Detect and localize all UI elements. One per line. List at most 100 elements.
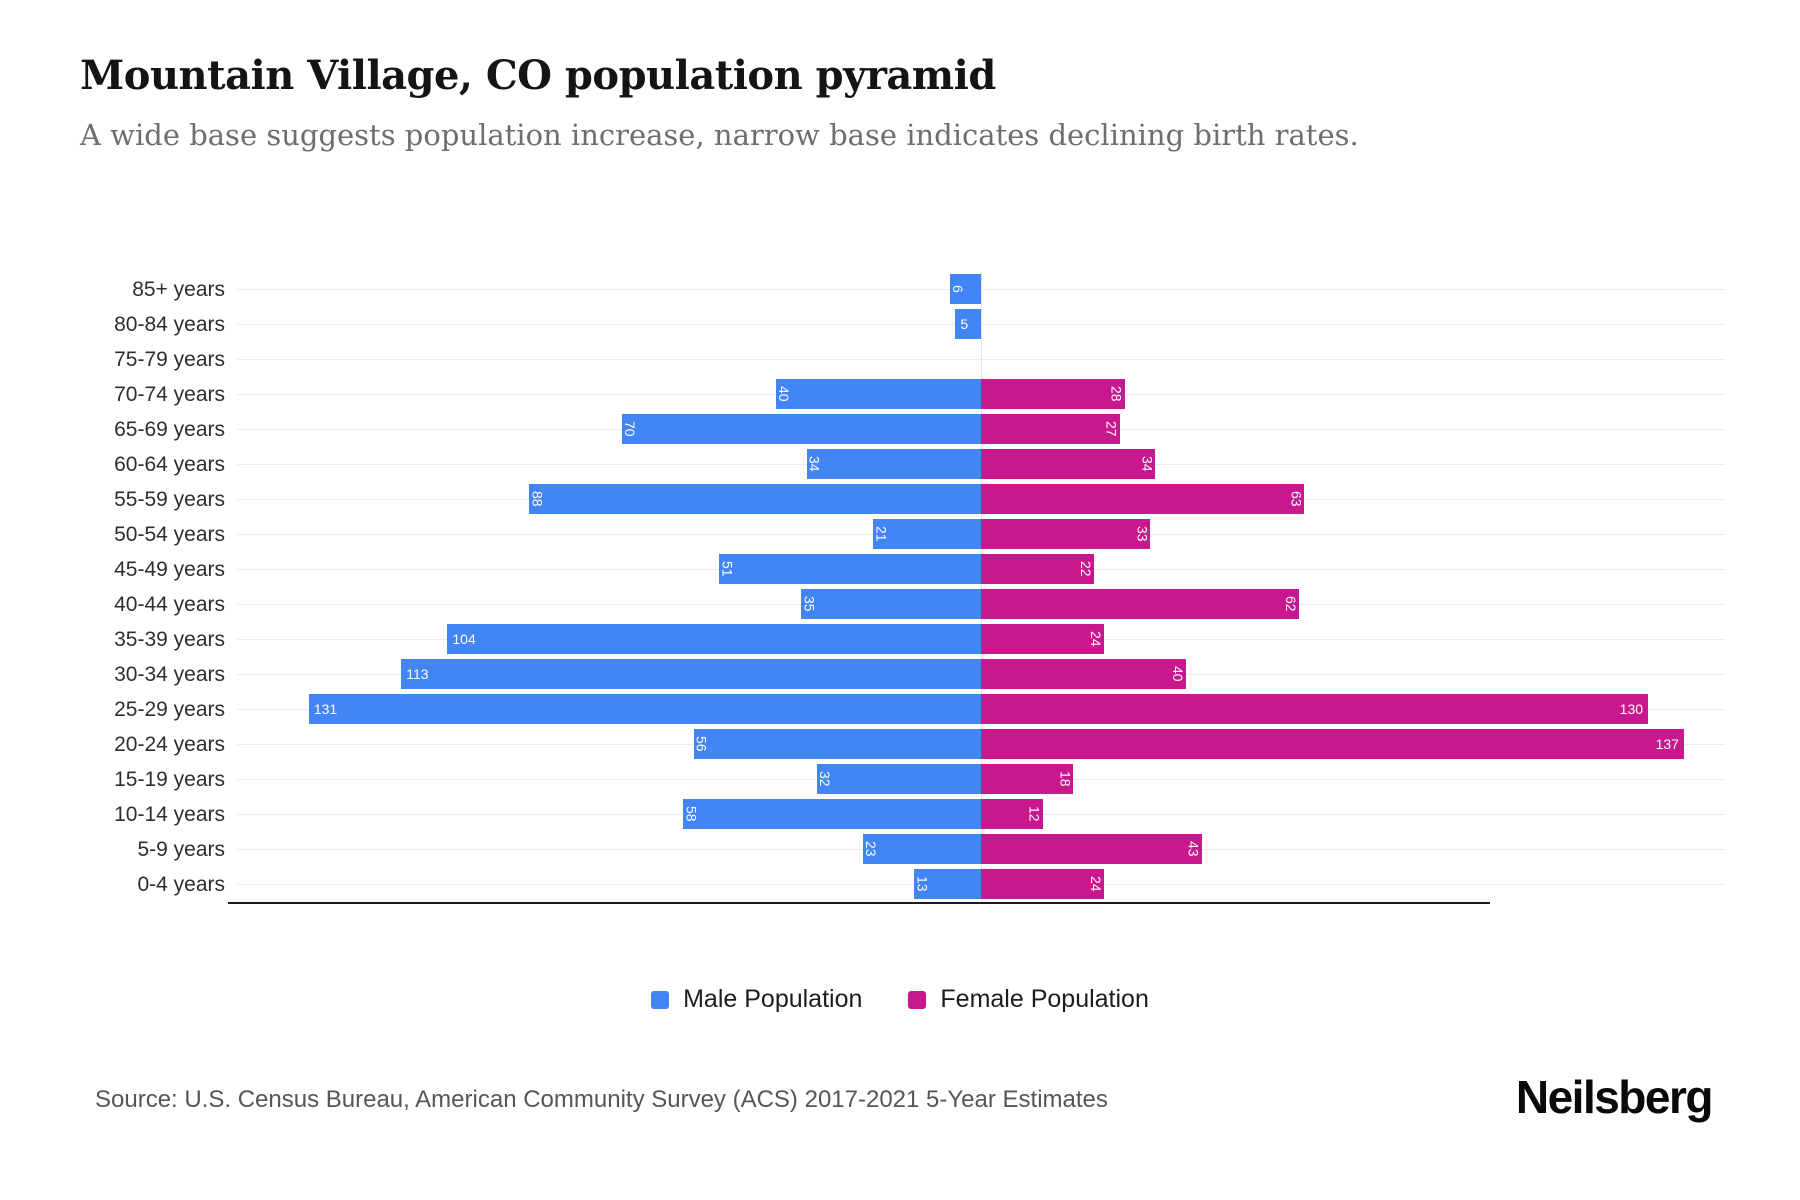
male-bar-value: 113	[406, 666, 429, 682]
legend: Male Population Female Population	[0, 985, 1800, 1014]
male-bar-value: 58	[683, 806, 700, 822]
male-bar-40-44-years[interactable]: 35	[801, 589, 981, 619]
male-bar-value: 40	[775, 386, 792, 402]
female-bar-value: 33	[1134, 526, 1151, 542]
male-bar-70-74-years[interactable]: 40	[775, 379, 981, 409]
female-legend-swatch	[908, 990, 927, 1009]
pyramid-row-40-44-years: 40-44 years 35 62	[80, 587, 1725, 622]
female-bar-value: 34	[1139, 456, 1156, 472]
male-bar-35-39-years[interactable]: 104	[447, 624, 981, 654]
male-bar-0-4-years[interactable]: 13	[914, 869, 981, 899]
center-axis-line	[981, 272, 982, 902]
female-half: 130	[981, 694, 1725, 724]
age-group-label: 60-64 years	[114, 453, 225, 476]
age-group-label: 5-9 years	[137, 838, 225, 861]
plot-area: 113 40	[237, 657, 1725, 692]
female-bar-value: 137	[1655, 736, 1679, 752]
male-half: 104	[237, 624, 981, 654]
female-bar-value: 18	[1057, 771, 1074, 787]
age-group-label: 55-59 years	[114, 488, 225, 511]
female-bar-value: 28	[1108, 386, 1125, 402]
female-bar-20-24-years[interactable]: 137	[981, 729, 1684, 759]
pyramid-row-55-59-years: 55-59 years 88 63	[80, 482, 1725, 517]
female-bar-15-19-years[interactable]: 18	[981, 764, 1074, 794]
age-group-label: 20-24 years	[114, 733, 225, 756]
male-legend-label: Male Population	[683, 985, 863, 1013]
male-bar-15-19-years[interactable]: 32	[816, 764, 981, 794]
female-bar-value: 22	[1077, 561, 1094, 577]
female-bar-25-29-years[interactable]: 130	[981, 694, 1649, 724]
neilsberg-logo[interactable]: Neilsberg	[1515, 1071, 1714, 1123]
female-bar-5-9-years[interactable]: 43	[981, 834, 1202, 864]
age-group-label: 70-74 years	[114, 383, 225, 406]
male-bar-30-34-years[interactable]: 113	[401, 659, 981, 689]
plot-area: 131 130	[237, 692, 1725, 727]
female-bar-45-49-years[interactable]: 22	[981, 554, 1094, 584]
age-group-label: 80-84 years	[114, 313, 225, 336]
female-bar-value: 130	[1619, 701, 1644, 717]
male-bar-60-64-years[interactable]: 34	[806, 449, 981, 479]
female-bar-value: 24	[1088, 631, 1105, 647]
female-bar-60-64-years[interactable]: 34	[981, 449, 1156, 479]
plot-area: 88 63	[237, 482, 1725, 517]
male-bar-85+-years[interactable]: 6	[950, 274, 981, 304]
plot-area: 34 34	[237, 447, 1725, 482]
plot-area: 58 12	[237, 797, 1725, 832]
female-bar-70-74-years[interactable]: 28	[981, 379, 1125, 409]
male-bar-value: 56	[693, 736, 710, 752]
male-bar-50-54-years[interactable]: 21	[873, 519, 981, 549]
male-bar-5-9-years[interactable]: 23	[863, 834, 981, 864]
female-bar-30-34-years[interactable]: 40	[981, 659, 1187, 689]
pyramid-row-20-24-years: 20-24 years 56 137	[80, 727, 1725, 762]
male-half: 56	[237, 729, 981, 759]
male-half: 6	[237, 274, 981, 304]
age-group-label: 45-49 years	[114, 558, 225, 581]
female-half: 24	[981, 624, 1725, 654]
male-bar-20-24-years[interactable]: 56	[693, 729, 981, 759]
male-bar-value: 104	[452, 631, 476, 647]
female-half: 12	[981, 799, 1725, 829]
pyramid-row-65-69-years: 65-69 years 70 27	[80, 412, 1725, 447]
female-half: 137	[981, 729, 1725, 759]
female-bar-50-54-years[interactable]: 33	[981, 519, 1151, 549]
page-title: Mountain Village, CO population pyramid	[80, 52, 996, 99]
pyramid-row-5-9-years: 5-9 years 23 43	[80, 832, 1725, 867]
female-half: 28	[981, 379, 1725, 409]
age-group-label: 65-69 years	[114, 418, 225, 441]
male-bar-65-69-years[interactable]: 70	[621, 414, 981, 444]
age-group-label: 25-29 years	[114, 698, 225, 721]
female-bar-10-14-years[interactable]: 12	[981, 799, 1043, 829]
pyramid-row-45-49-years: 45-49 years 51 22	[80, 552, 1725, 587]
pyramid-row-35-39-years: 35-39 years 104 24	[80, 622, 1725, 657]
male-bar-45-49-years[interactable]: 51	[719, 554, 981, 584]
male-half: 23	[237, 834, 981, 864]
pyramid-chart: 85+ years 6 80-84 years 5 75-79 years 70-74 y…	[80, 272, 1725, 904]
pyramid-row-50-54-years: 50-54 years 21 33	[80, 517, 1725, 552]
age-group-label: 40-44 years	[114, 593, 225, 616]
male-bar-value: 21	[873, 526, 890, 542]
legend-item-male[interactable]: Male Population	[651, 985, 862, 1014]
plot-area: 51 22	[237, 552, 1725, 587]
age-group-label: 0-4 years	[137, 873, 225, 896]
male-bar-25-29-years[interactable]: 131	[308, 694, 981, 724]
plot-area: 56 137	[237, 727, 1725, 762]
female-bar-55-59-years[interactable]: 63	[981, 484, 1305, 514]
male-half: 51	[237, 554, 981, 584]
legend-item-female[interactable]: Female Population	[908, 985, 1149, 1014]
female-half: 33	[981, 519, 1725, 549]
female-bar-65-69-years[interactable]: 27	[981, 414, 1120, 444]
female-bar-40-44-years[interactable]: 62	[981, 589, 1300, 619]
male-bar-10-14-years[interactable]: 58	[683, 799, 981, 829]
male-bar-value: 131	[313, 701, 338, 717]
male-half: 131	[237, 694, 981, 724]
male-bar-value: 13	[914, 876, 931, 892]
male-bar-80-84-years[interactable]: 5	[955, 309, 981, 339]
male-bar-value: 6	[950, 285, 967, 293]
female-bar-35-39-years[interactable]: 24	[981, 624, 1105, 654]
plot-area: 35 62	[237, 587, 1725, 622]
male-bar-55-59-years[interactable]: 88	[529, 484, 981, 514]
plot-area: 21 33	[237, 517, 1725, 552]
female-bar-0-4-years[interactable]: 24	[981, 869, 1105, 899]
age-group-label: 15-19 years	[114, 768, 225, 791]
